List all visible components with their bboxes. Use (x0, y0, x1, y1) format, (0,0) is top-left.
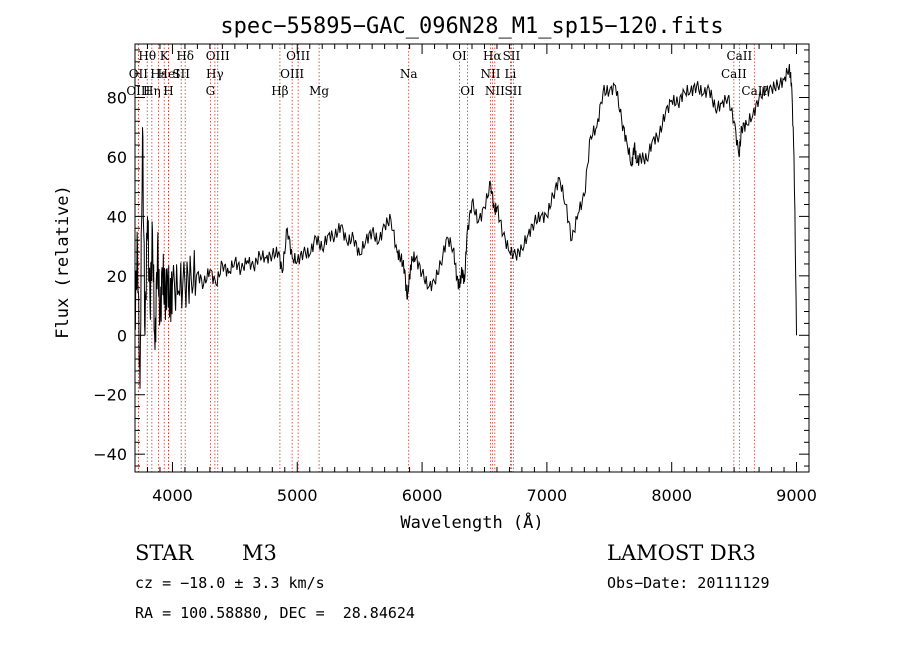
x-tick-label: 6000 (402, 486, 443, 505)
x-axis-label: Wavelength (Å) (400, 511, 543, 533)
line-label-5: OI (452, 49, 467, 63)
survey-name: LAMOST DR3 (607, 541, 756, 565)
sky-coordinates: RA = 100.58880, DEC = 28.84624 (135, 604, 415, 622)
line-label-3: OIII (206, 49, 230, 63)
line-label-17: Li (505, 67, 517, 81)
line-label-24: Mg (309, 84, 329, 98)
line-label-7: SII (503, 49, 521, 63)
y-tick-label: −20 (93, 386, 127, 405)
line-label-18: CaII (721, 67, 747, 81)
line-label-4: OIII (286, 49, 310, 63)
line-label-23: Hβ (271, 84, 288, 98)
emission-line-markers (137, 44, 755, 472)
y-axis-ticks: −40 −20 0 20 40 60 80 (93, 49, 809, 467)
line-label-6: Hα (483, 49, 502, 63)
line-label-20: Hη (143, 84, 161, 98)
line-label-10: Hε (150, 67, 167, 81)
line-label-0: Hθ (138, 49, 156, 63)
y-tick-label: 0 (117, 326, 127, 345)
line-label-12: SII (172, 67, 190, 81)
line-label-21: H (163, 84, 173, 98)
line-label-19: OIII (126, 84, 150, 98)
object-type: STAR (135, 541, 194, 565)
line-label-22: G (206, 84, 216, 98)
y-tick-label: 40 (107, 207, 127, 226)
line-label-14: OIII (280, 67, 304, 81)
x-tick-label: 4000 (152, 486, 193, 505)
observation-date: Obs−Date: 20111129 (607, 574, 770, 592)
x-axis-ticks: 4000 5000 6000 7000 8000 9000 (134, 44, 817, 505)
y-tick-label: 20 (107, 267, 127, 286)
x-tick-label: 8000 (651, 486, 692, 505)
chart-title: spec−55895−GAC_096N28_M1_sp15−120.fits (220, 14, 723, 39)
line-label-2: Hδ (176, 49, 194, 63)
line-label-13: Hγ (206, 67, 224, 81)
line-label-1: K (160, 49, 170, 63)
x-tick-label: 7000 (527, 486, 568, 505)
spectral-subclass: M3 (242, 541, 277, 565)
redshift-value: cz = −18.0 ± 3.3 km/s (135, 574, 325, 592)
y-axis-label: Flux (relative) (53, 185, 73, 339)
spectrum-line (134, 63, 797, 389)
x-tick-label: 5000 (277, 486, 318, 505)
line-label-11: HeI (158, 67, 181, 81)
y-tick-label: 80 (107, 89, 127, 108)
line-label-8: CaII (726, 49, 752, 63)
line-label-26: NII (485, 84, 505, 98)
y-tick-label: 60 (107, 148, 127, 167)
x-tick-label: 9000 (776, 486, 817, 505)
line-label-15: Na (400, 67, 418, 81)
line-label-25: OI (460, 84, 475, 98)
line-label-16: NII (480, 67, 500, 81)
line-label-27: SII (504, 84, 522, 98)
y-tick-label: −40 (93, 445, 127, 464)
